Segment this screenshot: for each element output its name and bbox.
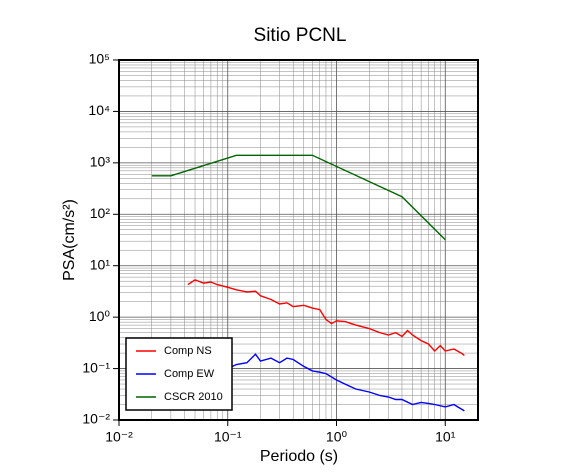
y-tick-label: 10⁰ [89,308,111,324]
legend-label: Comp EW [164,368,215,380]
data-line [227,353,465,412]
legend-label: CSCR 2010 [164,391,223,403]
y-tick-label: 10⁻¹ [82,359,110,375]
x-tick-label: 10⁰ [326,429,348,445]
x-tick-label: 10¹ [435,429,456,445]
y-axis-label: PSA(cm/s²) [61,199,78,281]
y-tick-label: 10² [90,205,111,221]
legend-label: Comp NS [164,345,212,357]
data-line [151,154,446,241]
y-tick-label: 10⁵ [89,51,110,67]
plot-frame [118,59,479,421]
legend-box [125,337,233,411]
y-tick-label: 10⁴ [88,102,110,118]
x-axis-label: Periodo (s) [260,448,338,465]
y-tick-label: 10³ [90,154,111,170]
chart-title: Sitio PCNL [254,25,347,46]
x-tick-label: 10⁻² [105,429,133,445]
data-line [187,279,465,356]
x-tick-label: 10⁻¹ [214,429,242,445]
y-tick-label: 10⁻² [82,411,110,427]
y-tick-label: 10¹ [90,256,111,272]
legend: Comp NS Comp EW CSCR 2010 [125,337,233,411]
